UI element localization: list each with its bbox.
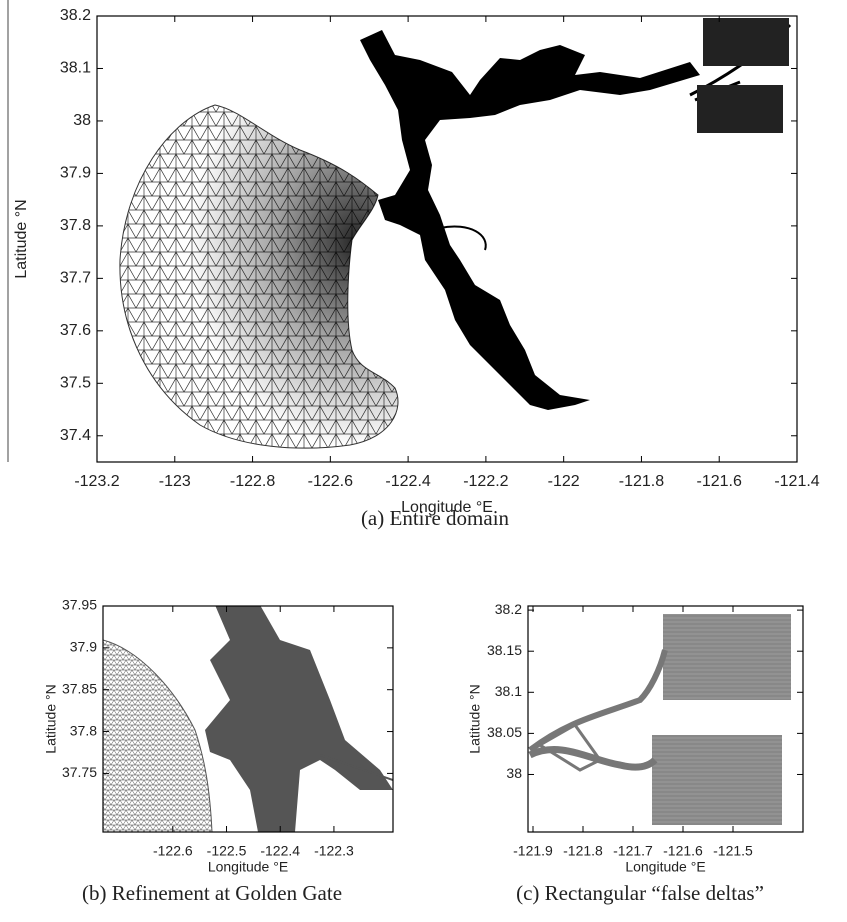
- x-tick-label: -122.8: [230, 473, 275, 490]
- y-tick-label: 37.9: [70, 639, 97, 655]
- y-tick-label: 37.75: [62, 764, 97, 780]
- y-tick-label: 37.7: [60, 270, 91, 287]
- y-tick-label: 37.5: [60, 375, 91, 392]
- x-tick-label: -121.8: [563, 843, 603, 859]
- axes-box: [527, 605, 804, 833]
- y-tick-label: 38.1: [495, 683, 522, 699]
- x-tick-label: -122.6: [308, 473, 353, 490]
- x-tick-label: -121.6: [697, 473, 742, 490]
- y-tick-label: 38.05: [487, 724, 522, 740]
- y-axis-label: Latitude °N: [467, 684, 483, 753]
- axes-box: [96, 15, 798, 463]
- y-tick-label: 37.4: [60, 427, 91, 444]
- mesh-b: [103, 606, 393, 832]
- false-delta: [703, 18, 789, 66]
- x-tick-label: -121.6: [663, 843, 703, 859]
- y-tick-label: 38.15: [487, 642, 522, 658]
- y-tick-label: 37.8: [70, 722, 97, 738]
- y-tick-label: 37.95: [62, 597, 97, 613]
- x-axis-label: Longitude °E: [401, 499, 493, 516]
- y-tick-label: 38.2: [495, 601, 522, 617]
- y-tick-label: 38: [73, 112, 91, 129]
- x-tick-label: -123: [159, 473, 191, 490]
- x-tick-label: -121.9: [513, 843, 553, 859]
- y-axis-label: Latitude °N: [13, 199, 30, 278]
- x-tick-label: -122.4: [260, 843, 300, 859]
- x-tick-label: -121.4: [774, 473, 819, 490]
- x-tick-label: -123.2: [74, 473, 119, 490]
- x-tick-label: -122.4: [385, 473, 430, 490]
- x-tick-label: -121.8: [619, 473, 664, 490]
- mesh-c: [528, 614, 791, 825]
- y-tick-label: 38: [506, 765, 522, 781]
- x-tick-label: -122.6: [153, 843, 193, 859]
- x-axis-label: Longitude °E: [625, 859, 705, 875]
- bay-a: [360, 30, 700, 410]
- x-axis-label: Longitude °E: [208, 859, 288, 875]
- y-tick-label: 37.9: [60, 165, 91, 182]
- mesh-a: [119, 104, 399, 449]
- x-tick-label: -121.5: [713, 843, 753, 859]
- caption: (b) Refinement at Golden Gate: [82, 881, 342, 905]
- x-tick-label: -121.7: [613, 843, 653, 859]
- x-tick-label: -122.2: [463, 473, 508, 490]
- y-axis-label: Latitude °N: [43, 684, 59, 753]
- x-tick-label: -122.5: [207, 843, 247, 859]
- y-tick-label: 38.1: [60, 60, 91, 77]
- caption: (c) Rectangular “false deltas”: [516, 881, 764, 905]
- y-tick-label: 37.6: [60, 322, 91, 339]
- y-tick-label: 37.85: [62, 680, 97, 696]
- y-tick-label: 37.8: [60, 217, 91, 234]
- false-delta: [697, 85, 783, 133]
- caption: (a) Entire domain: [361, 506, 510, 530]
- x-tick-label: -122.3: [314, 843, 354, 859]
- x-tick-label: -122: [548, 473, 580, 490]
- axes-box: [102, 605, 394, 833]
- y-tick-label: 38.2: [60, 7, 91, 24]
